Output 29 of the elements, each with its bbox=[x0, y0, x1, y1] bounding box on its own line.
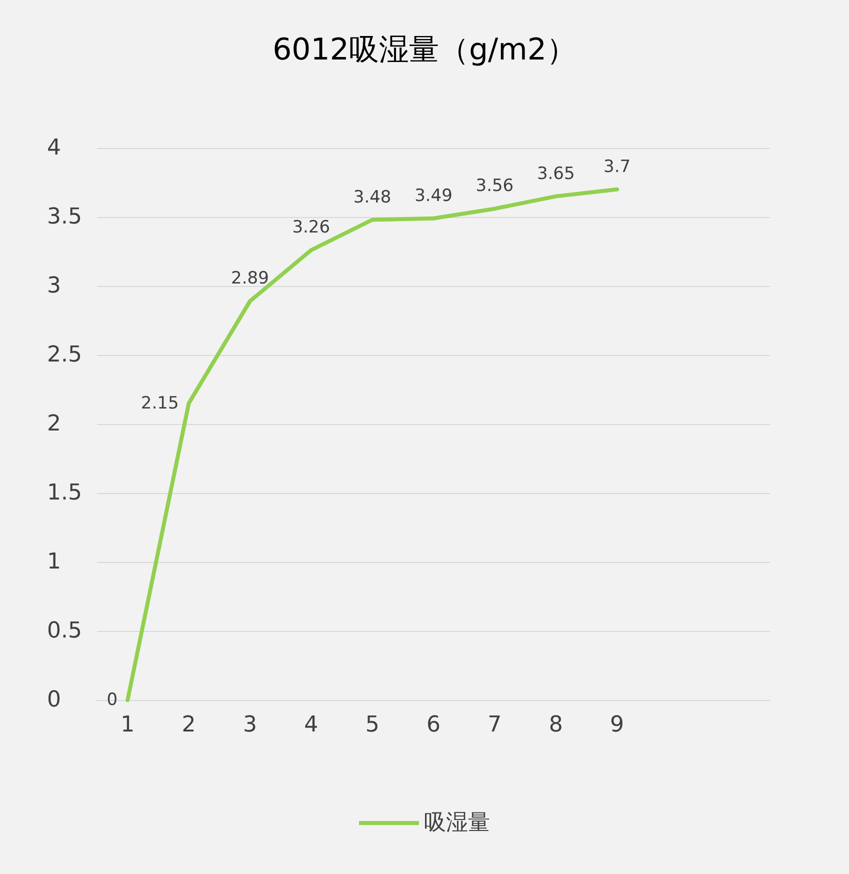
x-tick-label: 6 bbox=[426, 712, 440, 738]
y-tick-label: 3 bbox=[47, 274, 61, 298]
data-label: 3.56 bbox=[476, 176, 514, 196]
x-tick-label: 4 bbox=[304, 712, 318, 738]
legend-label: 吸湿量 bbox=[424, 810, 490, 836]
x-tick-label: 2 bbox=[182, 712, 196, 738]
x-tick-label: 7 bbox=[488, 712, 502, 738]
data-label: 2.15 bbox=[140, 393, 179, 414]
x-tick-label: 8 bbox=[548, 712, 563, 738]
x-tick-label: 9 bbox=[610, 712, 624, 738]
y-tick-label: 2.5 bbox=[47, 342, 82, 368]
data-label: 3.48 bbox=[353, 187, 392, 208]
data-label: 3.26 bbox=[292, 218, 330, 238]
data-label: 3.65 bbox=[536, 164, 575, 184]
y-tick-label: 2 bbox=[47, 412, 61, 436]
chart-title: 6012吸湿量（g/m2） bbox=[272, 32, 576, 68]
data-label: 2.89 bbox=[231, 268, 269, 289]
x-tick-label: 5 bbox=[365, 712, 380, 738]
y-tick-label: 1.5 bbox=[47, 480, 82, 506]
y-tick-label: 4 bbox=[47, 136, 61, 160]
data-label: 3.7 bbox=[604, 156, 631, 177]
x-tick-label: 3 bbox=[242, 712, 257, 738]
y-tick-label: 1 bbox=[47, 550, 61, 574]
data-label: 0 bbox=[106, 690, 118, 710]
y-tick-label: 0.5 bbox=[47, 618, 82, 644]
y-tick-label: 0 bbox=[47, 688, 61, 712]
data-label: 3.49 bbox=[414, 186, 452, 206]
x-tick-label: 1 bbox=[120, 712, 135, 738]
y-tick-label: 3.5 bbox=[47, 204, 82, 230]
